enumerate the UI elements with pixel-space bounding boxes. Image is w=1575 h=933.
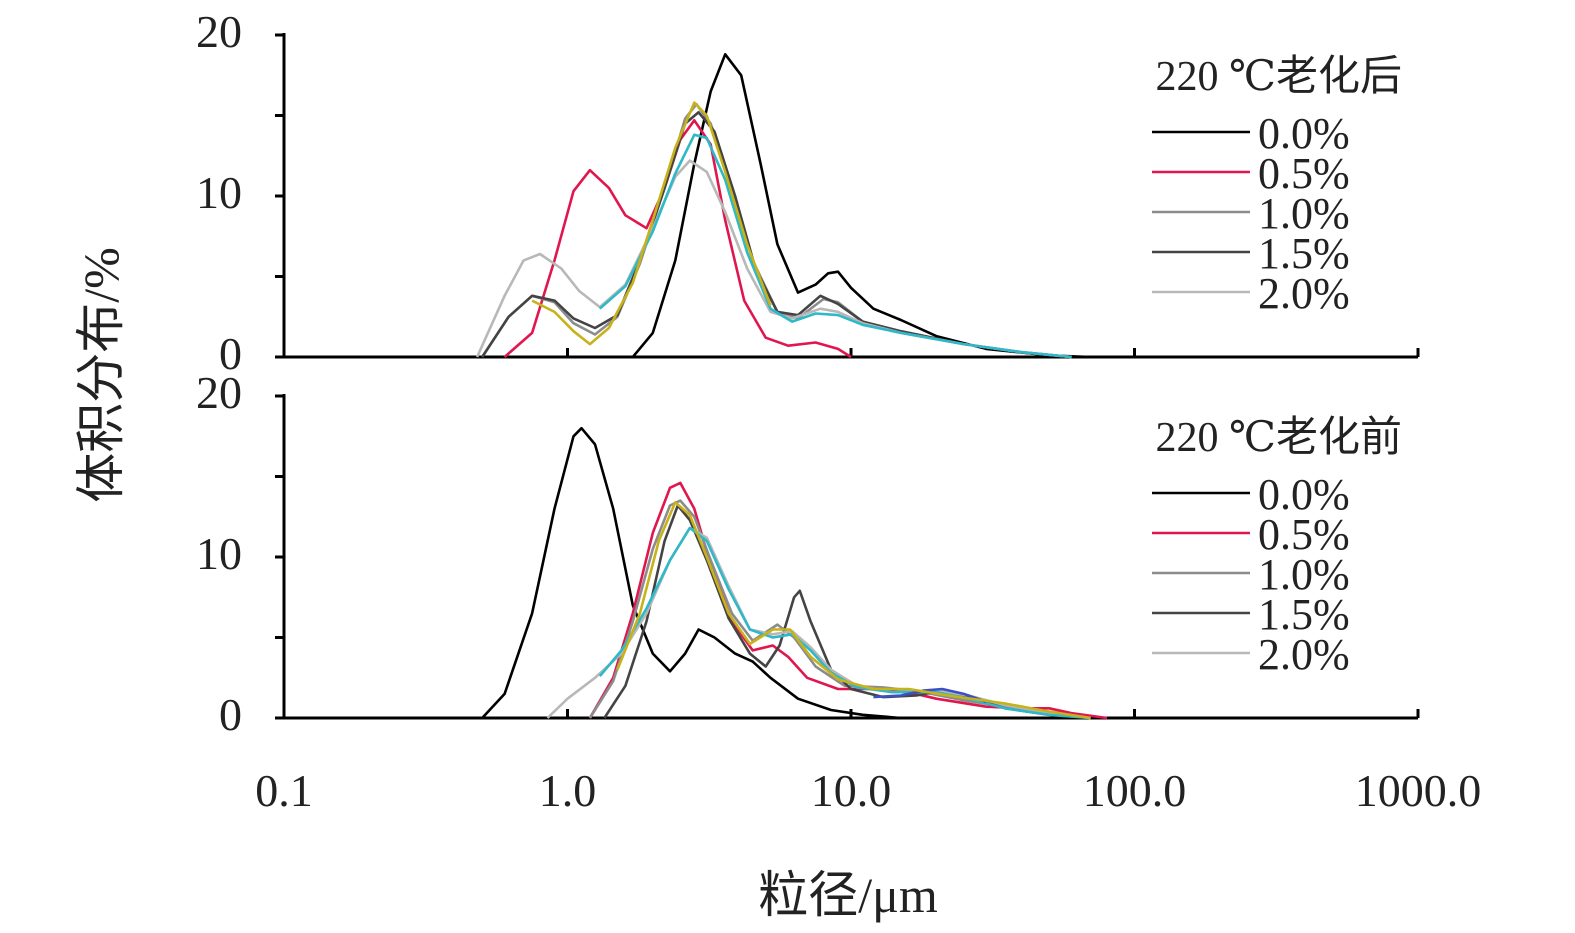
y-tick-label: 0 — [219, 689, 242, 740]
legend-label: 2.0% — [1258, 269, 1350, 318]
panel-title: 220 ℃老化后 — [1156, 54, 1402, 100]
legend-label: 0.5% — [1258, 149, 1350, 198]
legend-label: 0.5% — [1258, 510, 1350, 559]
series-line-2_0pct — [475, 159, 1072, 359]
legend-label: 1.5% — [1258, 590, 1350, 639]
panel-title: 220 ℃老化前 — [1156, 415, 1402, 461]
series-line-1_5pct — [481, 111, 1072, 359]
series-line-1_5pct — [603, 504, 1091, 720]
y-axis-title: 体积分布/% — [73, 247, 129, 503]
legend-label: 1.0% — [1258, 189, 1350, 238]
x-tick-label: 1000.0 — [1355, 765, 1482, 816]
series-line-1_0pct — [481, 102, 1072, 359]
y-tick-label: 20 — [196, 367, 242, 418]
x-tick-label: 1.0 — [539, 765, 597, 816]
series-line-extra — [598, 133, 1072, 359]
series-line-0_0pct — [481, 426, 902, 720]
y-tick-label: 10 — [196, 528, 242, 579]
y-tick-label: 20 — [196, 6, 242, 57]
legend-label: 1.0% — [1258, 550, 1350, 599]
series-line-extra — [531, 101, 772, 346]
legend-label: 0.0% — [1258, 470, 1350, 519]
x-tick-label: 0.1 — [255, 765, 313, 816]
y-tick-label: 10 — [196, 167, 242, 218]
series-line-0_0pct — [631, 53, 1091, 359]
series-line-extra — [616, 501, 1091, 720]
legend-label: 0.0% — [1258, 109, 1350, 158]
x-tick-label: 100.0 — [1083, 765, 1187, 816]
series-line-1_0pct — [588, 499, 1091, 720]
legend-label: 2.0% — [1258, 630, 1350, 679]
x-axis-title: 粒径/μm — [758, 867, 938, 923]
series-line-extra — [873, 687, 987, 704]
series-line-0_5pct — [503, 119, 852, 359]
legend-label: 1.5% — [1258, 229, 1350, 278]
y-tick-label: 0 — [219, 328, 242, 379]
x-tick-label: 10.0 — [811, 765, 892, 816]
